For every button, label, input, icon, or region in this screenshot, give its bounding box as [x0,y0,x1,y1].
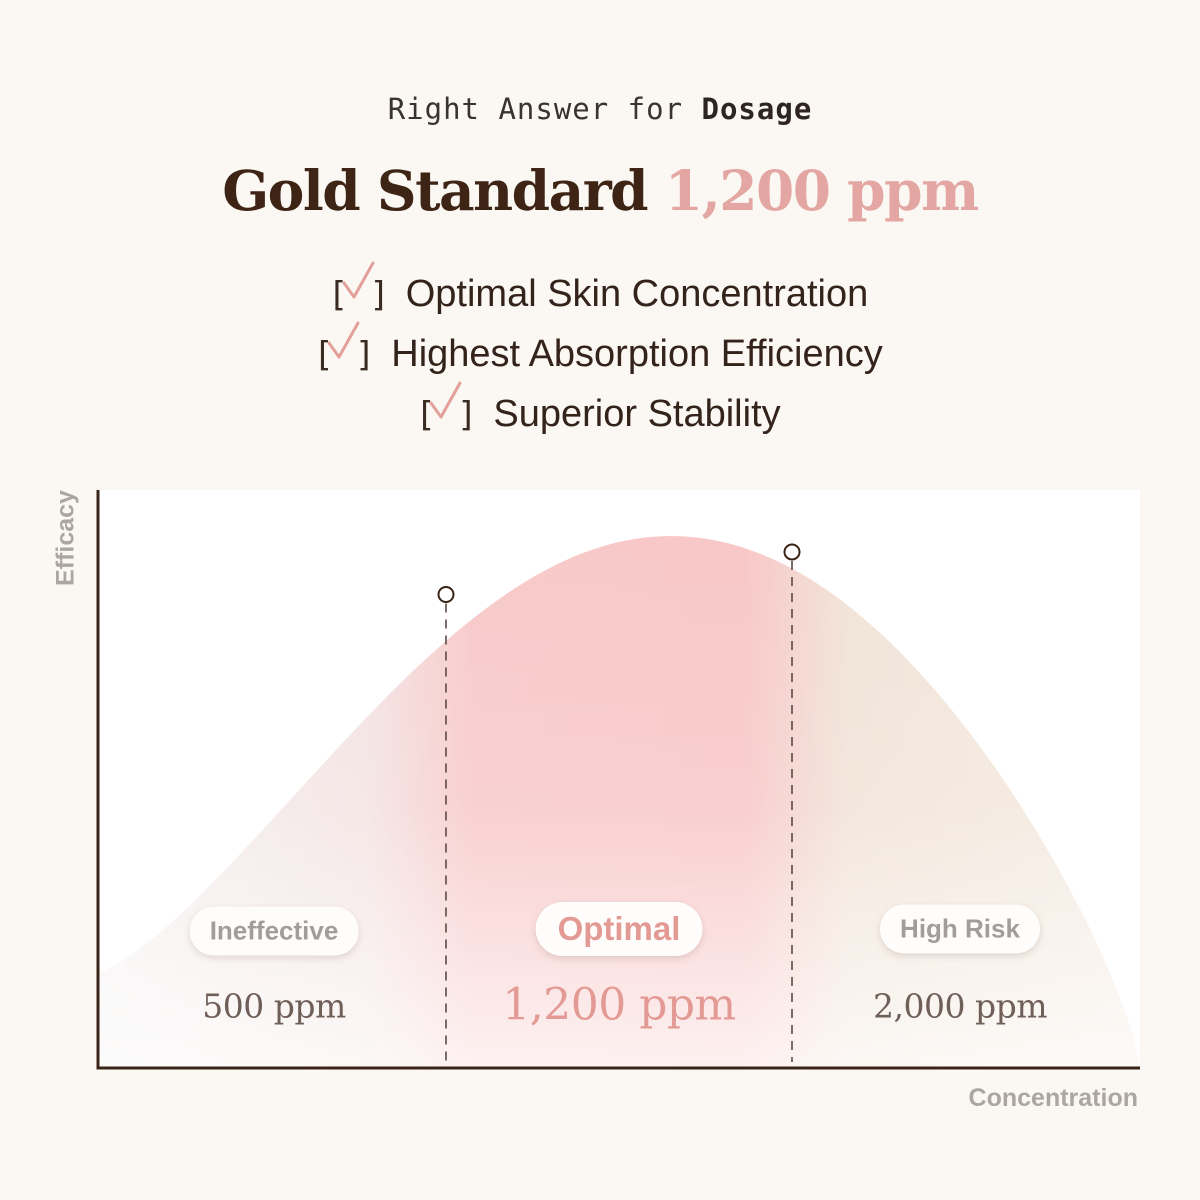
title-main: Gold Standard [222,158,648,223]
check-icon [342,261,375,299]
bracket-left: [ [318,335,332,375]
zone-label-optimal: Optimal [535,902,703,956]
zone-value-ineffective: 500 ppm [202,986,346,1026]
optimal-end-point [783,543,801,561]
zone-label-high-risk: High Risk [880,904,1040,954]
eyebrow-text: Right Answer for [387,92,702,126]
checklist-label: Optimal Skin Concentration [405,273,869,315]
benefit-checklist: [] Optimal Skin Concentration [] Highest A… [0,261,1200,448]
bracket-right: ] [357,335,371,375]
x-axis-label: Concentration [968,1084,1138,1112]
y-axis-label: Efficacy [51,490,80,586]
checklist-item: [] Highest Absorption Efficiency [0,321,1200,388]
zone-value-optimal: 1,200 ppm [502,979,736,1031]
optimal-start-point [437,586,455,604]
bracket-left: [ [420,395,434,435]
checklist-label: Highest Absorption Efficiency [391,333,883,375]
eyebrow-bold-word: Dosage [701,92,813,126]
zone-label-ineffective: Ineffective [189,906,359,956]
page-title: Gold Standard 1,200 ppm [0,158,1200,223]
check-icon [429,381,462,419]
check-box: [] [317,321,371,381]
title-accent: 1,200 ppm [664,158,979,223]
checklist-item: [] Superior Stability [0,381,1200,448]
checklist-item: [] Optimal Skin Concentration [0,261,1200,328]
check-box: [] [419,381,473,441]
zone-value-high-risk: 2,000 ppm [872,986,1048,1026]
bracket-left: [ [332,275,346,315]
check-box: [] [332,261,386,321]
bracket-right: ] [371,275,385,315]
checklist-label: Superior Stability [493,393,781,435]
eyebrow-heading: Right Answer for Dosage [0,92,1200,126]
bracket-right: ] [459,395,473,435]
check-icon [327,321,360,359]
